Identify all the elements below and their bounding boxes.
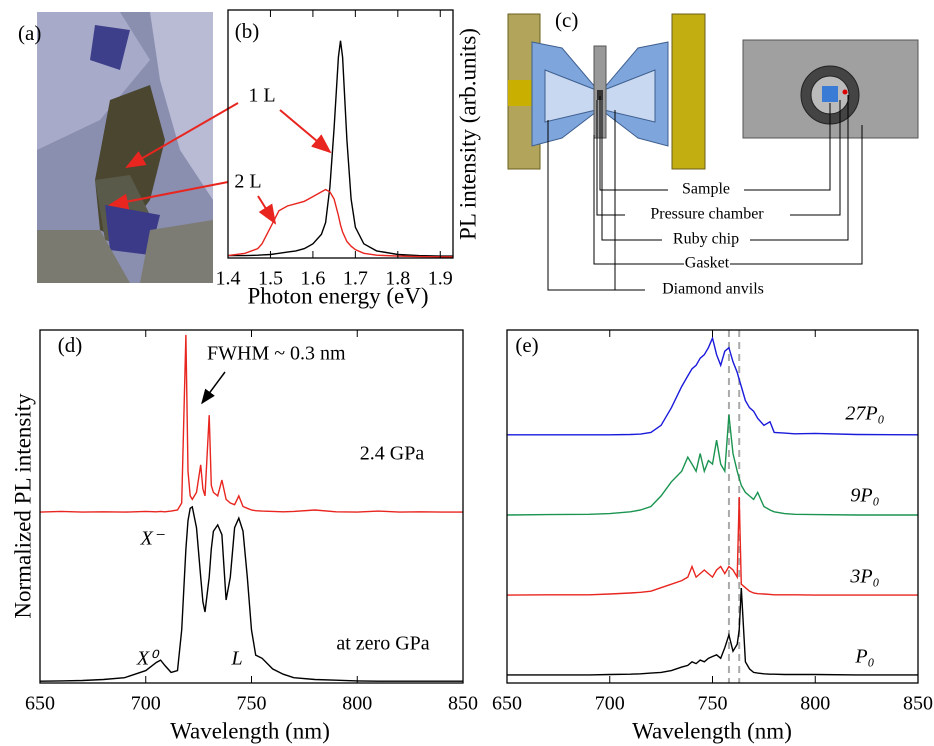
y-axis-label: Normalized PL intensity xyxy=(10,393,35,619)
x-tick-label: 750 xyxy=(698,693,728,715)
diagram-label: Ruby chip xyxy=(673,231,739,248)
diagram-label: Gasket xyxy=(685,255,730,272)
x-tick-label: 650 xyxy=(25,693,55,715)
annotation: P₀ xyxy=(854,646,874,668)
annotation: 3P₀ xyxy=(849,566,879,588)
x-tick-label: 1.7 xyxy=(343,268,368,290)
panel-label: (e) xyxy=(515,333,538,357)
spectrum-line xyxy=(506,496,918,596)
panel-label: (c) xyxy=(555,8,578,32)
anvil-cell xyxy=(507,13,919,170)
y-axis-label: PL intensity (arb.units) xyxy=(455,28,480,240)
annotation-arrow xyxy=(201,371,226,405)
x-tick-label: 1.5 xyxy=(258,268,283,290)
panel-label: (b) xyxy=(235,19,260,43)
panel-label: (d) xyxy=(58,333,83,357)
annotation: X⁰ xyxy=(136,648,160,670)
x-tick-label: 650 xyxy=(492,693,522,715)
annotation: 2 L xyxy=(234,171,261,193)
annotation: L xyxy=(230,648,242,670)
spectrum-line xyxy=(39,505,463,682)
x-tick-label: 750 xyxy=(237,693,267,715)
spectrum-line xyxy=(507,587,918,676)
annotation: at zero GPa xyxy=(336,633,429,655)
x-tick-label: 1.9 xyxy=(428,268,453,290)
annotation: X⁻ xyxy=(140,528,165,550)
diagram-label: Pressure chamber xyxy=(650,206,764,223)
annotation: FWHM ~ 0.3 nm xyxy=(207,343,346,365)
x-tick-label: 850 xyxy=(448,693,478,715)
annotation-arrows xyxy=(108,102,332,225)
annotation: 27P₀ xyxy=(845,403,884,425)
annotation: 9P₀ xyxy=(850,485,879,507)
x-tick-label: 1.8 xyxy=(385,268,410,290)
plot-frame xyxy=(227,9,454,259)
annotation: 1 L xyxy=(248,85,275,107)
spectrum-line xyxy=(228,40,453,257)
annotation: 2.4 GPa xyxy=(360,443,425,465)
x-axis-label: Wavelength (nm) xyxy=(632,718,792,743)
x-tick-label: 850 xyxy=(903,693,933,715)
diagram-label: Diamond anvils xyxy=(662,281,764,298)
x-tick-label: 1.6 xyxy=(300,268,325,290)
spectrum-line xyxy=(227,188,453,258)
micrograph xyxy=(37,12,213,283)
panel-label: (a) xyxy=(18,21,41,45)
x-tick-label: 800 xyxy=(342,693,372,715)
spectrum-line xyxy=(506,415,918,516)
x-tick-label: 700 xyxy=(131,693,161,715)
x-tick-label: 700 xyxy=(595,693,625,715)
x-tick-label: 1.4 xyxy=(216,268,241,290)
spectrum-line xyxy=(39,334,463,513)
x-axis-label: Wavelength (nm) xyxy=(170,718,330,743)
x-tick-label: 800 xyxy=(800,693,830,715)
diagram-label: Sample xyxy=(682,181,730,198)
leader-lines xyxy=(547,95,863,291)
spectrum-line xyxy=(507,335,919,436)
x-axis-label: Photon energy (eV) xyxy=(248,283,429,308)
